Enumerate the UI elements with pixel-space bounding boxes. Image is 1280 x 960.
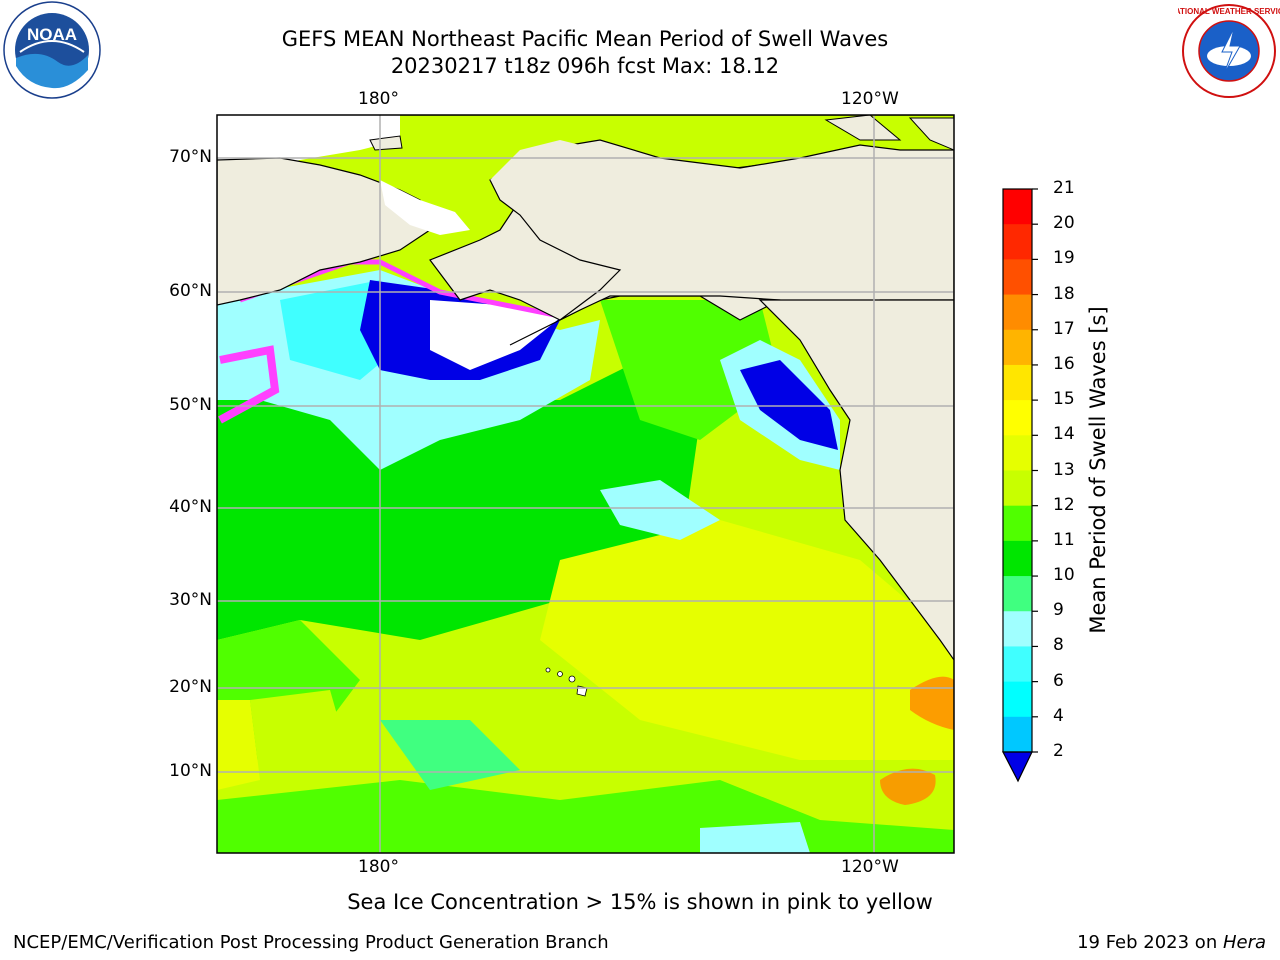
lat-label-60n: 60°N [169,281,212,301]
colorbar-tick-label: 14 [1053,424,1075,445]
colorbar-band [1003,189,1032,225]
sea-ice-note: Sea Ice Concentration > 15% is shown in … [347,890,933,914]
lat-label-70n: 70°N [169,147,212,167]
chart-subtitle: 20230217 t18z 096h fcst Max: 18.12 [390,54,780,78]
colorbar-tick-label: 15 [1053,389,1075,410]
svg-text:NOAA: NOAA [27,25,77,44]
lon-label-bottom-120w: 120°W [841,857,899,877]
colorbar-band [1003,259,1032,296]
chart-title: GEFS MEAN Northeast Pacific Mean Period … [281,27,889,51]
colorbar-tick-label: 17 [1053,318,1075,339]
colorbar-tick-label: 10 [1053,565,1075,586]
lon-label-bottom-180: 180° [358,857,399,877]
colorbar-tick-label: 16 [1053,353,1075,374]
lat-label-40n: 40°N [169,497,212,517]
colorbar-tick-label: 19 [1053,248,1075,269]
colorbar-tick-label: 4 [1053,705,1064,726]
colorbar-tick-label: 9 [1053,600,1064,621]
lat-label-20n: 20°N [169,677,212,697]
colorbar-band [1003,611,1032,647]
nws-logo-icon: NATIONAL WEATHER SERVICE [1178,4,1280,98]
footer-host: Hera [1222,932,1266,953]
lat-label-50n: 50°N [169,395,212,415]
colorbar-tick-label: 18 [1053,283,1075,304]
colorbar-band [1003,435,1032,471]
colorbar-tick-label: 6 [1053,670,1064,691]
footer-date: 19 Feb 2023 on [1077,932,1223,953]
colorbar-band [1003,294,1032,331]
colorbar-band [1003,576,1032,612]
footer-right: 19 Feb 2023 on Hera [1077,932,1266,953]
colorbar-tick-label: 11 [1053,529,1075,550]
lat-label-10n: 10°N [169,761,212,781]
noaa-logo-icon: NOAA [3,1,101,99]
colorbar-band [1003,224,1032,260]
colorbar-band [1003,329,1032,366]
colorbar-tick-label: 12 [1053,494,1075,515]
colorbar-tick-label: 2 [1053,741,1064,761]
colorbar-band [1003,681,1032,718]
colorbar-band [1003,646,1032,683]
colorbar-tick-label: 13 [1053,459,1075,480]
colorbar-band [1003,540,1032,577]
colorbar-title: Mean Period of Swell Waves [s] [1086,306,1110,634]
colorbar-band [1003,470,1032,507]
colorbar-tick-label: 21 [1053,178,1075,198]
svg-text:NATIONAL WEATHER SERVICE: NATIONAL WEATHER SERVICE [1178,7,1280,16]
lat-label-30n: 30°N [169,590,212,610]
colorbar-band [1003,400,1032,436]
colorbar-band [1003,505,1032,542]
colorbar-band [1003,364,1032,401]
colorbar-tick-label: 20 [1053,213,1075,234]
footer-left: NCEP/EMC/Verification Post Processing Pr… [13,932,609,953]
lon-label-top-120w: 120°W [841,89,899,109]
colorbar-band [1003,716,1032,753]
lon-label-top-180: 180° [358,89,399,109]
colorbar-tick-label: 8 [1053,635,1064,656]
